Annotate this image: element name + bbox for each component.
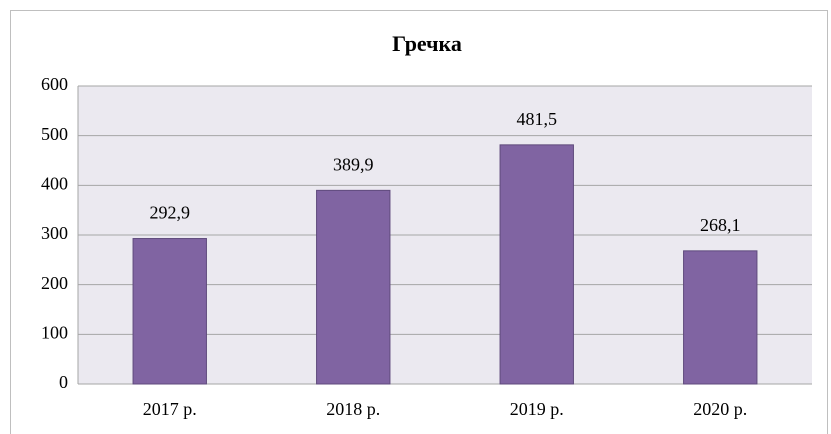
bar <box>499 144 574 385</box>
y-tick-label: 0 <box>59 372 68 392</box>
data-label: 481,5 <box>517 109 558 129</box>
y-tick-label: 500 <box>41 124 68 144</box>
chart-title: Гречка <box>392 31 462 56</box>
y-tick-label: 100 <box>41 322 68 342</box>
x-tick-label: 2019 р. <box>510 399 564 419</box>
y-tick-label: 200 <box>41 273 68 293</box>
data-label: 292,9 <box>150 203 191 223</box>
data-label: 389,9 <box>333 154 374 174</box>
x-tick-label: 2017 р. <box>143 399 197 419</box>
data-label: 268,1 <box>700 215 741 235</box>
bar <box>316 189 391 385</box>
x-tick-label: 2020 р. <box>693 399 747 419</box>
x-tick-label: 2018 р. <box>326 399 380 419</box>
bar <box>132 238 207 385</box>
y-tick-label: 600 <box>41 74 68 94</box>
y-tick-label: 300 <box>41 223 68 243</box>
y-tick-label: 400 <box>41 173 68 193</box>
bar <box>683 250 758 385</box>
